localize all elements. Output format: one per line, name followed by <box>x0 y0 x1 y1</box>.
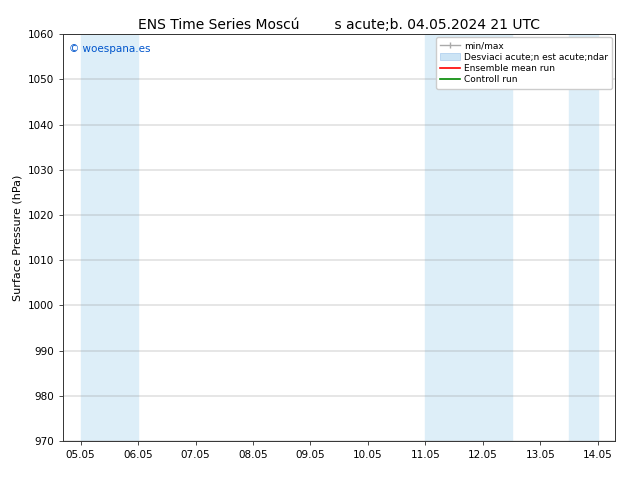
Legend: min/max, Desviaci acute;n est acute;ndar, Ensemble mean run, Controll run: min/max, Desviaci acute;n est acute;ndar… <box>436 37 612 89</box>
Y-axis label: Surface Pressure (hPa): Surface Pressure (hPa) <box>13 174 23 301</box>
Bar <box>81 34 138 441</box>
Text: © woespana.es: © woespana.es <box>69 45 150 54</box>
Bar <box>569 34 598 441</box>
Title: ENS Time Series Moscú        s acute;b. 04.05.2024 21 UTC: ENS Time Series Moscú s acute;b. 04.05.2… <box>138 18 540 32</box>
Bar <box>425 34 512 441</box>
